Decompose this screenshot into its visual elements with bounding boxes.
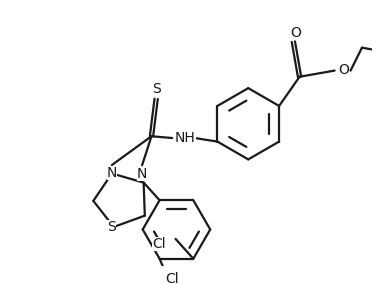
Text: S: S [152,82,161,97]
Text: O: O [290,26,301,40]
Text: Cl: Cl [152,237,166,250]
Text: NH: NH [175,131,196,145]
Text: N: N [137,167,147,181]
Text: Cl: Cl [165,272,179,284]
Text: S: S [108,220,116,234]
Text: N: N [107,166,117,180]
Text: O: O [339,63,349,77]
